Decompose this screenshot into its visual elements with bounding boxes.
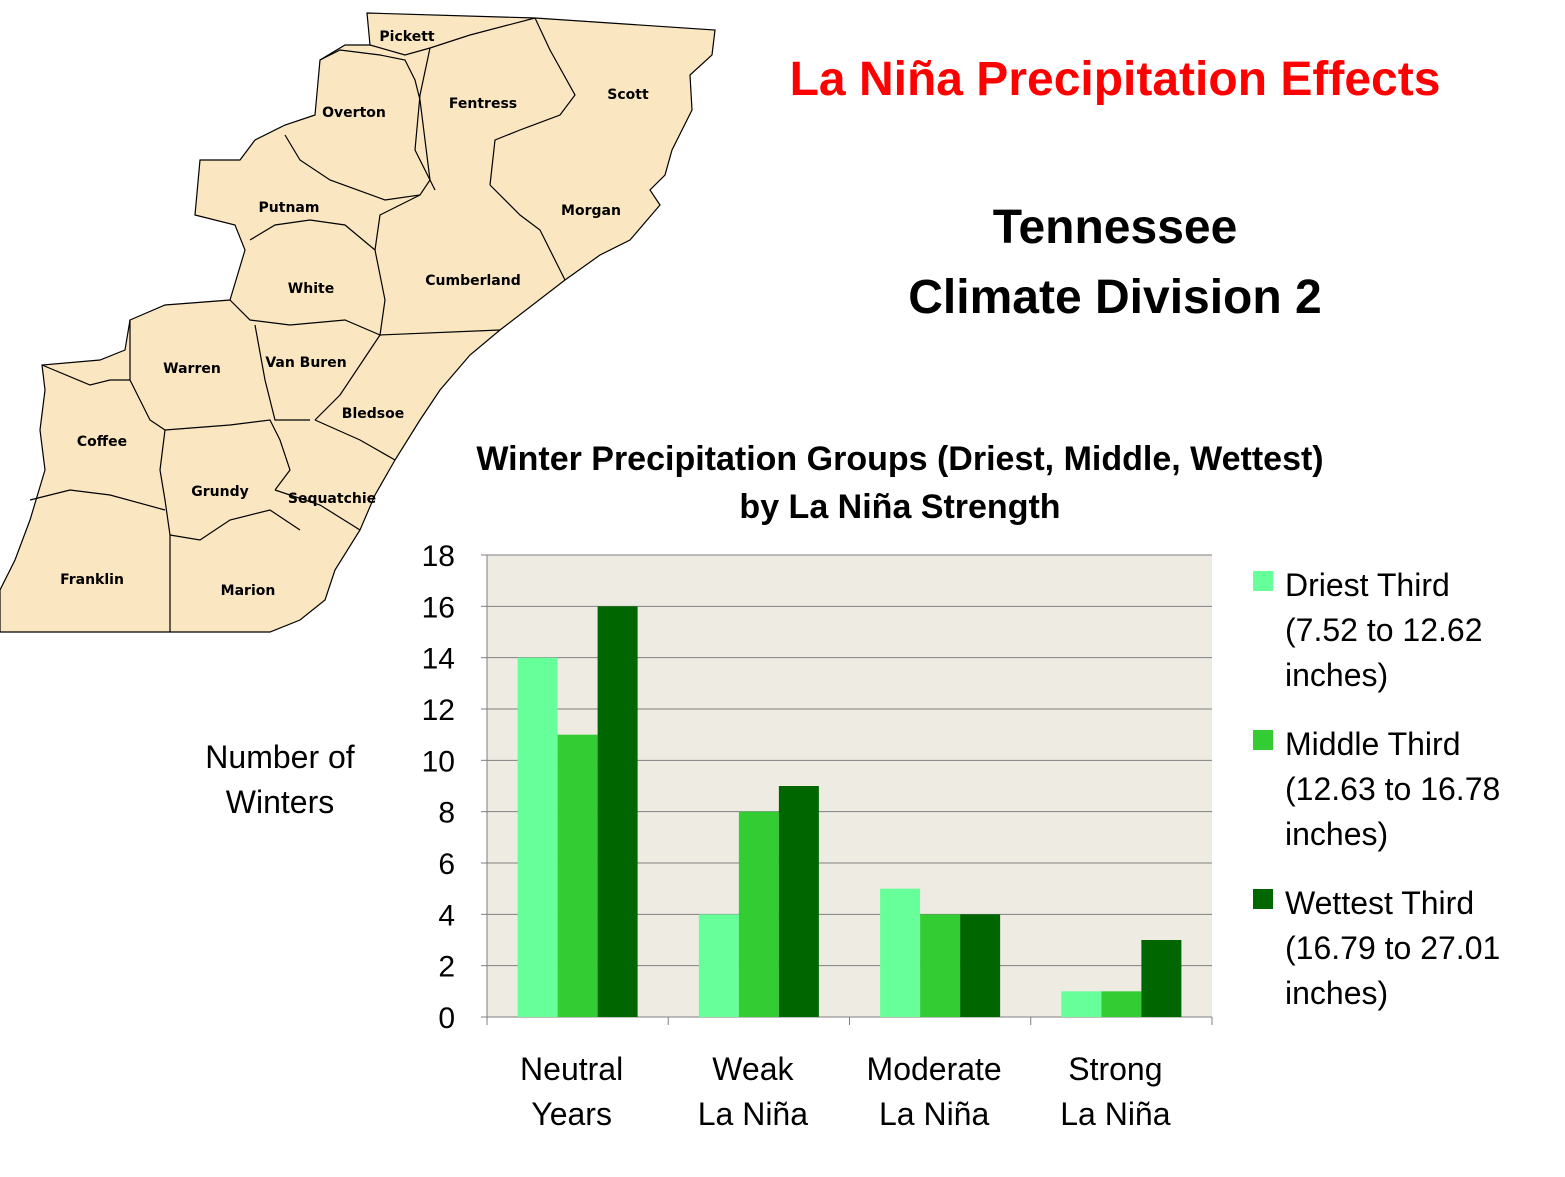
slide-subtitle-line1: Tennessee [992, 201, 1238, 254]
bar [557, 734, 598, 1017]
bar [778, 786, 819, 1017]
y-tick-label: 12 [422, 694, 455, 727]
bar [517, 657, 558, 1017]
legend-label: (7.52 to 12.62 [1285, 612, 1483, 648]
legend-label: Middle Third [1285, 726, 1461, 762]
x-tick-label: Neutral [520, 1051, 624, 1087]
map-outline [0, 12, 716, 633]
chart-title-line2: by La Niña Strength [739, 488, 1061, 526]
county-label-overton: Overton [322, 105, 386, 121]
county-label-putnam: Putnam [258, 200, 320, 216]
y-tick-label: 6 [438, 848, 455, 881]
legend-swatch [1253, 889, 1273, 909]
x-tick-label: La Niña [878, 1096, 990, 1132]
legend-label: inches) [1285, 816, 1389, 852]
y-axis-label-line2: Winters [225, 784, 335, 820]
bar [1141, 940, 1182, 1017]
county-label-warren: Warren [163, 361, 221, 377]
y-tick-label: 2 [438, 951, 455, 984]
y-tick-label: 8 [438, 797, 455, 830]
county-label-marion: Marion [220, 583, 276, 599]
bar [738, 811, 779, 1017]
bar [597, 606, 638, 1017]
legend-label: inches) [1285, 657, 1389, 693]
x-tick-label: Moderate [866, 1051, 1002, 1087]
bar [880, 888, 921, 1017]
legend-label: Wettest Third [1285, 885, 1475, 921]
legend-label: (16.79 to 27.01 [1285, 930, 1501, 966]
y-tick-label: 16 [422, 591, 455, 624]
slide-subtitle-line2: Climate Division 2 [908, 271, 1322, 324]
bar [1061, 991, 1102, 1017]
x-tick-label: Weak [712, 1051, 794, 1087]
bar [960, 914, 1001, 1017]
bar [920, 914, 961, 1017]
county-label-bledsoe: Bledsoe [341, 406, 405, 422]
x-tick-label: Strong [1068, 1051, 1163, 1087]
county-label-van-buren: Van Buren [265, 355, 347, 371]
county-label-coffee: Coffee [76, 434, 128, 450]
county-label-fentress: Fentress [448, 96, 518, 112]
bar [698, 914, 739, 1017]
legend-label: inches) [1285, 975, 1389, 1011]
y-tick-label: 4 [438, 899, 455, 932]
y-tick-label: 18 [422, 540, 455, 573]
county-label-scott: Scott [607, 87, 649, 103]
county-label-franklin: Franklin [60, 572, 124, 588]
county-map-graphic [0, 12, 716, 633]
y-tick-label: 0 [438, 1002, 455, 1035]
county-label-pickett: Pickett [379, 29, 435, 45]
county-label-white: White [287, 281, 335, 297]
slide-title: La Niña Precipitation Effects [789, 53, 1441, 106]
county-label-morgan: Morgan [561, 203, 621, 219]
county-map: Pickett Scott Overton Fentress Putnam Mo… [0, 0, 730, 640]
county-borders [29, 17, 576, 632]
bar [1101, 991, 1142, 1017]
legend-label: Driest Third [1285, 567, 1450, 603]
y-tick-label: 14 [422, 643, 455, 676]
county-label-sequatchie: Sequatchie [287, 491, 377, 507]
y-tick-label: 10 [422, 745, 455, 778]
legend-label: (12.63 to 16.78 [1285, 771, 1501, 807]
county-label-grundy: Grundy [191, 484, 249, 500]
x-tick-label: Years [531, 1096, 612, 1132]
county-label-cumberland: Cumberland [425, 273, 521, 289]
x-tick-label: La Niña [697, 1096, 809, 1132]
y-axis-label-line1: Number of [205, 739, 355, 775]
legend-swatch [1253, 730, 1273, 750]
legend-swatch [1253, 571, 1273, 591]
chart-title-line1: Winter Precipitation Groups (Driest, Mid… [476, 440, 1324, 478]
x-tick-label: La Niña [1060, 1096, 1171, 1132]
